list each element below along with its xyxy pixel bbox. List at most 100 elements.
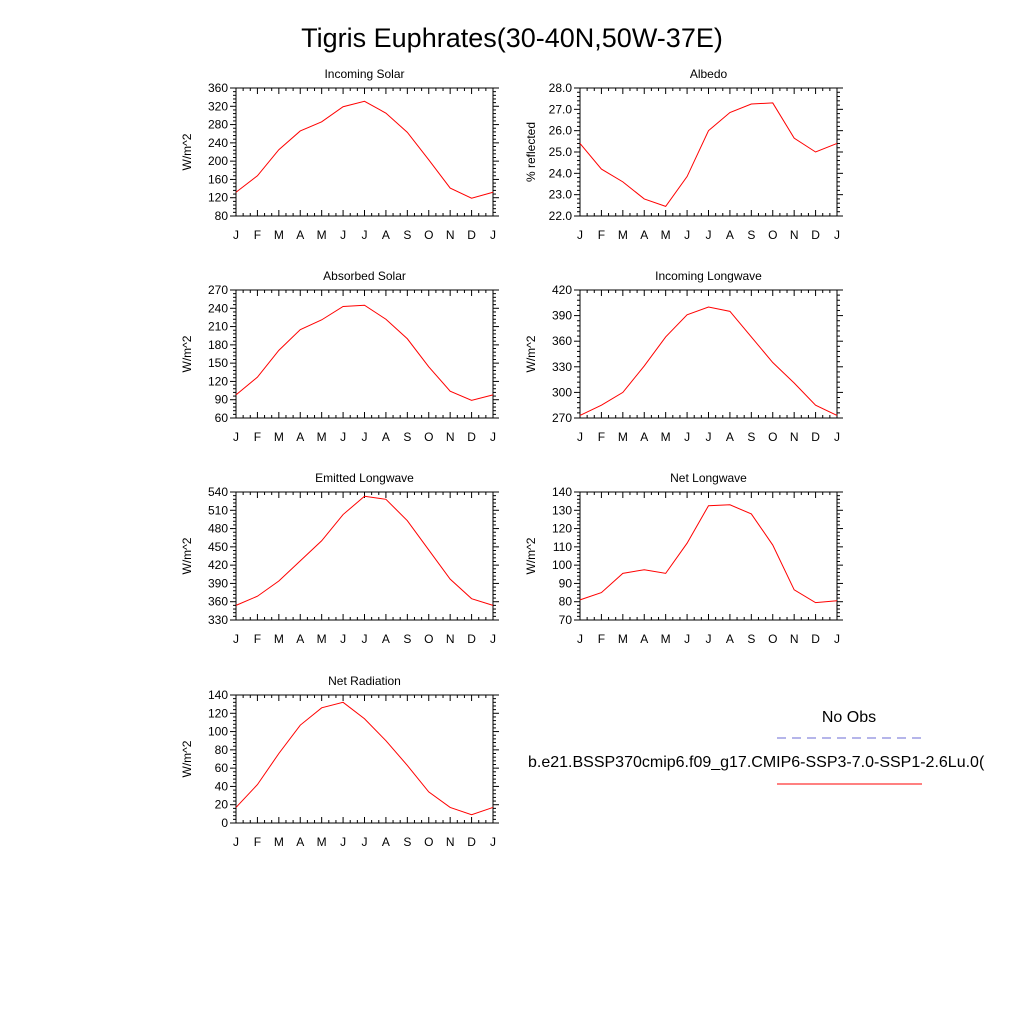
x-tick-label: M bbox=[618, 632, 628, 646]
x-tick-label: J bbox=[490, 430, 496, 444]
x-tick-label: M bbox=[274, 835, 284, 849]
y-tick-label: 270 bbox=[208, 283, 228, 297]
x-tick-label: A bbox=[296, 632, 304, 646]
y-tick-label: 540 bbox=[208, 485, 228, 499]
series-line bbox=[579, 504, 838, 604]
x-tick-label: A bbox=[726, 228, 734, 242]
x-tick-label: J bbox=[834, 430, 840, 444]
y-axis-label: W/m^2 bbox=[180, 740, 194, 777]
x-tick-label: D bbox=[467, 835, 476, 849]
plot-frame bbox=[235, 491, 494, 621]
x-tick-label: A bbox=[296, 430, 304, 444]
x-tick-label: J bbox=[490, 632, 496, 646]
x-tick-label: M bbox=[317, 632, 327, 646]
y-tick-label: 300 bbox=[552, 385, 572, 399]
y-tick-label: 70 bbox=[559, 613, 573, 627]
x-tick-label: S bbox=[747, 228, 755, 242]
x-tick-label: S bbox=[747, 430, 755, 444]
x-tick-label: J bbox=[340, 632, 346, 646]
y-tick-label: 60 bbox=[215, 411, 229, 425]
x-tick-label: J bbox=[577, 228, 583, 242]
plot-frame bbox=[235, 289, 494, 419]
x-tick-label: J bbox=[577, 430, 583, 444]
y-tick-label: 110 bbox=[553, 540, 572, 554]
y-tick-label: 120 bbox=[208, 374, 228, 388]
y-tick-label: 270 bbox=[552, 411, 572, 425]
panel-title: Net Radiation bbox=[328, 674, 401, 688]
y-axis-label: W/m^2 bbox=[180, 537, 194, 574]
x-tick-label: J bbox=[233, 430, 239, 444]
x-tick-label: A bbox=[382, 430, 390, 444]
x-tick-label: N bbox=[790, 430, 799, 444]
x-tick-label: J bbox=[684, 632, 690, 646]
x-tick-label: J bbox=[233, 632, 239, 646]
x-tick-label: J bbox=[577, 632, 583, 646]
x-tick-label: J bbox=[233, 228, 239, 242]
x-tick-label: J bbox=[834, 632, 840, 646]
x-tick-label: M bbox=[274, 430, 284, 444]
y-tick-label: 330 bbox=[552, 360, 572, 374]
y-tick-label: 450 bbox=[208, 540, 228, 554]
x-tick-label: J bbox=[706, 430, 712, 444]
y-tick-label: 60 bbox=[215, 761, 229, 775]
x-tick-label: F bbox=[254, 430, 261, 444]
x-tick-label: O bbox=[768, 228, 777, 242]
x-tick-label: N bbox=[446, 430, 455, 444]
x-tick-label: A bbox=[296, 228, 304, 242]
series-line bbox=[579, 102, 838, 207]
plot-frame bbox=[235, 87, 494, 217]
x-tick-label: N bbox=[446, 835, 455, 849]
x-tick-label: F bbox=[254, 632, 261, 646]
x-tick-label: N bbox=[446, 228, 455, 242]
y-tick-label: 27.0 bbox=[549, 102, 573, 116]
y-tick-label: 360 bbox=[208, 595, 228, 609]
figure-title: Tigris Euphrates(30-40N,50W-37E) bbox=[301, 23, 723, 53]
x-tick-label: A bbox=[726, 632, 734, 646]
x-tick-label: A bbox=[640, 632, 648, 646]
x-tick-label: M bbox=[661, 228, 671, 242]
y-tick-label: 20 bbox=[215, 798, 229, 812]
y-tick-label: 80 bbox=[559, 595, 573, 609]
x-tick-label: J bbox=[362, 228, 368, 242]
x-tick-label: D bbox=[467, 632, 476, 646]
x-tick-label: D bbox=[467, 228, 476, 242]
y-tick-label: 160 bbox=[208, 172, 228, 186]
y-tick-label: 25.0 bbox=[549, 145, 573, 159]
x-tick-label: F bbox=[254, 228, 261, 242]
x-tick-label: M bbox=[274, 228, 284, 242]
plot-frame bbox=[579, 289, 838, 419]
panel-title: Emitted Longwave bbox=[315, 471, 414, 485]
y-tick-label: 390 bbox=[552, 309, 572, 323]
x-tick-label: M bbox=[317, 430, 327, 444]
y-tick-label: 26.0 bbox=[549, 124, 573, 138]
x-tick-label: M bbox=[661, 632, 671, 646]
y-tick-label: 24.0 bbox=[549, 166, 573, 180]
x-tick-label: O bbox=[424, 632, 433, 646]
panel-title: Incoming Longwave bbox=[655, 269, 762, 283]
y-tick-label: 360 bbox=[552, 334, 572, 348]
y-tick-label: 120 bbox=[208, 706, 228, 720]
y-tick-label: 140 bbox=[552, 485, 572, 499]
x-tick-label: S bbox=[403, 228, 411, 242]
y-tick-label: 90 bbox=[559, 576, 573, 590]
y-tick-label: 180 bbox=[208, 338, 228, 352]
x-tick-label: F bbox=[598, 430, 605, 444]
panel-title: Incoming Solar bbox=[324, 67, 404, 81]
x-tick-label: J bbox=[233, 835, 239, 849]
x-tick-label: M bbox=[274, 632, 284, 646]
x-tick-label: A bbox=[382, 228, 390, 242]
x-tick-label: D bbox=[467, 430, 476, 444]
x-tick-label: M bbox=[317, 835, 327, 849]
legend-obs-label: No Obs bbox=[822, 709, 876, 726]
y-tick-label: 100 bbox=[208, 725, 228, 739]
x-tick-label: J bbox=[362, 430, 368, 444]
y-tick-label: 120 bbox=[552, 522, 572, 536]
x-tick-label: A bbox=[726, 430, 734, 444]
x-tick-label: F bbox=[598, 228, 605, 242]
x-tick-label: A bbox=[640, 430, 648, 444]
